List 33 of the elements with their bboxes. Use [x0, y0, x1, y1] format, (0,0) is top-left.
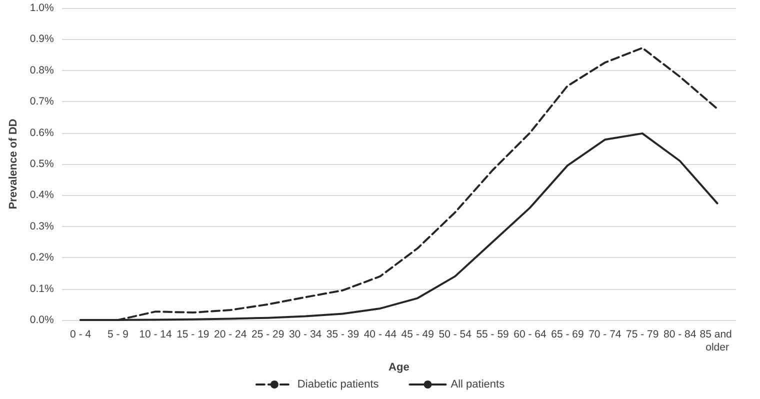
y-tick-label: 0.9%	[30, 33, 54, 46]
x-tick-label: 30 - 34	[288, 328, 322, 340]
x-tick-label: 55 - 59	[476, 328, 510, 340]
x-tick-label: 0 - 4	[70, 328, 92, 340]
y-tick-label: 0.5%	[30, 158, 54, 170]
y-tick-label: 0.7%	[30, 96, 54, 108]
x-tick-label: 50 - 54	[438, 328, 472, 340]
y-tick-label: 1.0%	[30, 2, 54, 14]
x-tick-label: 85 and older	[700, 328, 735, 354]
x-tick-label: 60 - 64	[514, 328, 547, 340]
x-tick-label: 20 - 24	[214, 328, 247, 340]
y-tick-label: 0.6%	[30, 126, 54, 139]
x-tick-label: 70 - 74	[588, 328, 622, 340]
x-tick-label: 40 - 44	[364, 328, 397, 340]
x-tick-label: 15 - 19	[176, 328, 210, 340]
legend-label: Diabetic patients	[297, 378, 380, 390]
x-tick-label: 35 - 39	[326, 328, 360, 340]
x-tick-label: 25 - 29	[251, 328, 284, 340]
y-axis-title: Prevalence of DD	[8, 118, 20, 210]
x-axis-title: Age	[388, 362, 410, 374]
x-tick-label: 65 - 69	[551, 328, 584, 340]
x-tick-label: 5 - 9	[108, 328, 129, 340]
y-tick-label: 0.4%	[30, 189, 54, 202]
y-tick-label: 0.2%	[30, 252, 54, 264]
y-tick-label: 0.0%	[30, 314, 54, 326]
y-tick-label: 0.8%	[30, 64, 54, 76]
legend-label: All patients	[450, 378, 506, 390]
x-tick-label: 80 - 84	[663, 328, 696, 340]
x-tick-label: 45 - 49	[401, 328, 434, 340]
y-tick-label: 0.1%	[30, 282, 54, 295]
x-tick-label: 10 - 14	[139, 328, 172, 340]
y-tick-label: 0.3%	[30, 220, 54, 232]
x-tick-label: 75 - 79	[626, 328, 659, 340]
